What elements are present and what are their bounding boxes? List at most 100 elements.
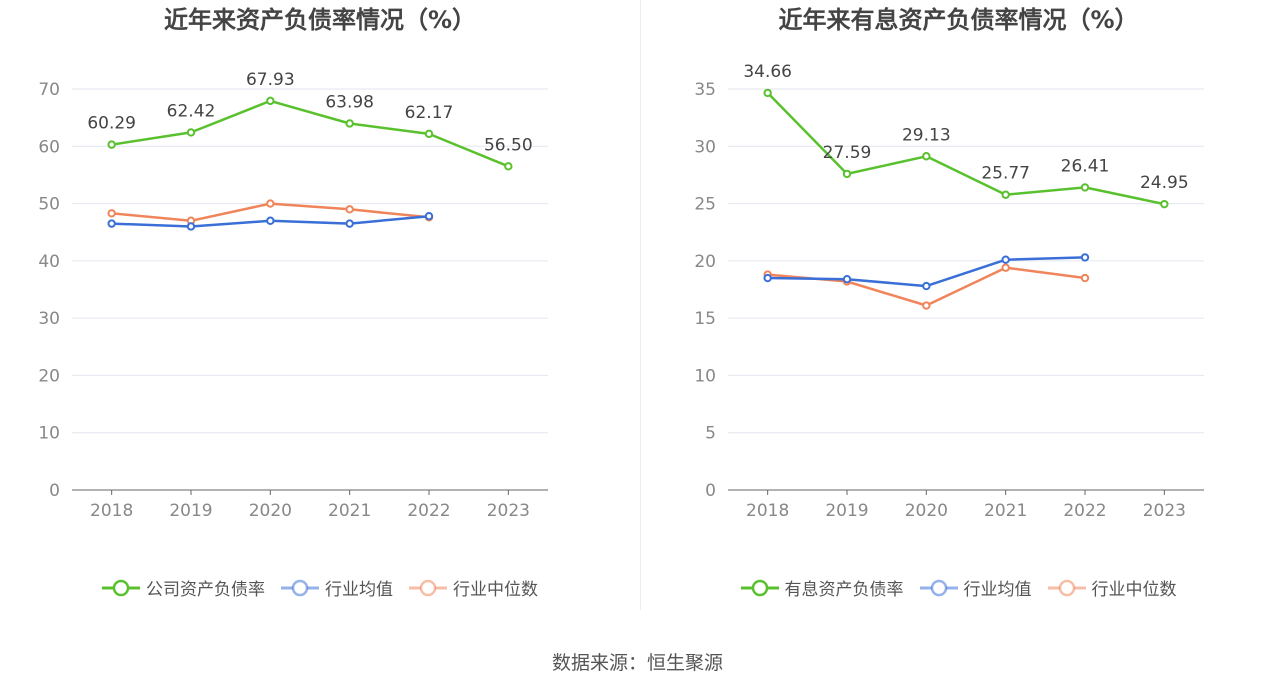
legend: 有息资产负债率 行业均值 行业中位数 — [642, 575, 1275, 600]
legend-marker-icon — [409, 579, 447, 596]
legend-item[interactable]: 有息资产负债率 — [740, 575, 904, 600]
y-tick-label: 10 — [694, 366, 716, 386]
x-tick-label: 2022 — [407, 501, 450, 521]
x-tick-label: 2021 — [984, 501, 1027, 521]
y-tick-label: 40 — [38, 252, 60, 272]
data-label: 63.98 — [325, 92, 374, 112]
legend-circle — [930, 579, 947, 596]
data-point — [842, 274, 852, 284]
data-label: 67.93 — [246, 70, 295, 90]
x-tick-label: 2023 — [487, 501, 530, 521]
data-label: 24.95 — [1140, 173, 1189, 193]
y-tick-label: 30 — [38, 309, 60, 329]
data-label: 25.77 — [981, 164, 1030, 184]
x-tick-label: 2019 — [169, 501, 212, 521]
x-tick-label: 2022 — [1063, 501, 1106, 521]
data-point — [763, 88, 772, 98]
legend-item[interactable]: 行业均值 — [281, 575, 393, 600]
legend-label: 有息资产负债率 — [784, 580, 904, 600]
data-point — [1001, 255, 1010, 264]
x-tick-label: 2021 — [328, 501, 371, 521]
legend-item[interactable]: 行业中位数 — [1047, 575, 1177, 600]
data-label: 62.17 — [405, 103, 454, 123]
data-source-note: 数据来源：恒生聚源 — [551, 652, 723, 674]
data-point — [1001, 190, 1010, 199]
legend-circle — [419, 579, 437, 596]
legend-marker-icon — [919, 579, 958, 596]
chart-panel-interest-debt-ratio: 近年来有息资产负债率情况（%） 0 5 10 15 20 25 30 35 2018 2019 20… — [642, 0, 1275, 620]
series-line — [111, 99, 509, 168]
data-point — [266, 216, 275, 225]
data-point — [345, 119, 354, 128]
data-point — [266, 96, 275, 106]
y-tick-label: 20 — [694, 252, 716, 272]
y-tick-label: 20 — [38, 366, 60, 386]
legend-label: 行业均值 — [325, 580, 393, 600]
y-tick-label: 50 — [38, 195, 60, 215]
series-line — [766, 92, 1165, 206]
x-tick-label: 2019 — [825, 501, 868, 521]
data-label: 26.41 — [1061, 156, 1110, 176]
data-label: 62.42 — [167, 101, 216, 121]
data-point — [1001, 263, 1010, 272]
data-point — [266, 199, 275, 208]
y-tick-label: 35 — [694, 80, 716, 100]
data-point — [107, 219, 116, 228]
y-tick-label: 5 — [705, 424, 716, 444]
legend-circle — [1058, 579, 1075, 596]
legend-marker-icon — [102, 579, 140, 596]
x-tick-label: 2020 — [249, 501, 292, 521]
y-tick-label: 0 — [705, 481, 716, 501]
legend-label: 公司资产负债率 — [146, 580, 265, 600]
legend-label: 行业中位数 — [453, 580, 538, 600]
data-label: 56.50 — [484, 135, 533, 155]
y-tick-label: 10 — [38, 424, 60, 444]
data-point — [1160, 199, 1169, 209]
legend-circle — [112, 579, 130, 596]
data-point — [345, 205, 354, 214]
legend-item[interactable]: 公司资产负债率 — [102, 575, 265, 600]
data-point — [922, 152, 931, 161]
legend-circle — [291, 579, 309, 596]
legend-label: 行业中位数 — [1091, 580, 1177, 600]
legend-label: 行业均值 — [963, 580, 1032, 600]
data-point — [107, 209, 116, 218]
y-tick-label: 30 — [694, 137, 716, 157]
x-tick-label: 2023 — [1143, 501, 1186, 521]
x-tick-label: 2018 — [90, 501, 133, 521]
x-tick-label: 2018 — [746, 501, 789, 521]
data-point — [186, 222, 196, 231]
panel-divider — [640, 0, 641, 610]
data-point — [1080, 253, 1090, 262]
data-label: 27.59 — [823, 143, 872, 163]
data-point — [424, 129, 434, 139]
legend-marker-icon — [1047, 579, 1086, 596]
data-point — [345, 219, 354, 228]
y-tick-label: 0 — [49, 481, 60, 501]
data-point — [504, 162, 513, 171]
data-point — [107, 140, 116, 149]
chart-title: 近年来资产负债率情况（%） — [163, 6, 477, 34]
legend-circle — [751, 579, 768, 596]
legend-marker-icon — [281, 579, 319, 596]
data-point — [186, 128, 196, 137]
x-tick-label: 2020 — [905, 501, 948, 521]
data-point — [424, 211, 434, 221]
y-tick-label: 60 — [38, 137, 60, 157]
chart-title: 近年来有息资产负债率情况（%） — [778, 6, 1139, 34]
legend: 公司资产负债率 行业均值 行业中位数 — [0, 575, 640, 600]
data-point — [842, 169, 852, 179]
data-point — [922, 301, 931, 310]
line-chart-debt-ratio: 0 10 20 30 40 50 60 70 2018 2019 2020 2021 2022 2023 6… — [38, 70, 548, 521]
legend-item[interactable]: 行业均值 — [919, 575, 1032, 600]
y-tick-label: 70 — [38, 80, 60, 100]
data-label: 60.29 — [87, 114, 136, 134]
legend-item[interactable]: 行业中位数 — [409, 575, 538, 600]
y-tick-label: 25 — [694, 195, 716, 215]
data-point — [763, 273, 772, 283]
data-point — [1080, 273, 1090, 283]
data-point — [1080, 183, 1090, 192]
data-label: 29.13 — [902, 125, 951, 145]
chart-panel-debt-ratio: 近年来资产负债率情况（%） 0 10 20 30 40 50 60 70 2018 2019 202… — [0, 0, 640, 620]
line-chart-interest-debt-ratio: 0 5 10 15 20 25 30 35 2018 2019 2020 2021 2022 2023 34… — [694, 62, 1204, 521]
